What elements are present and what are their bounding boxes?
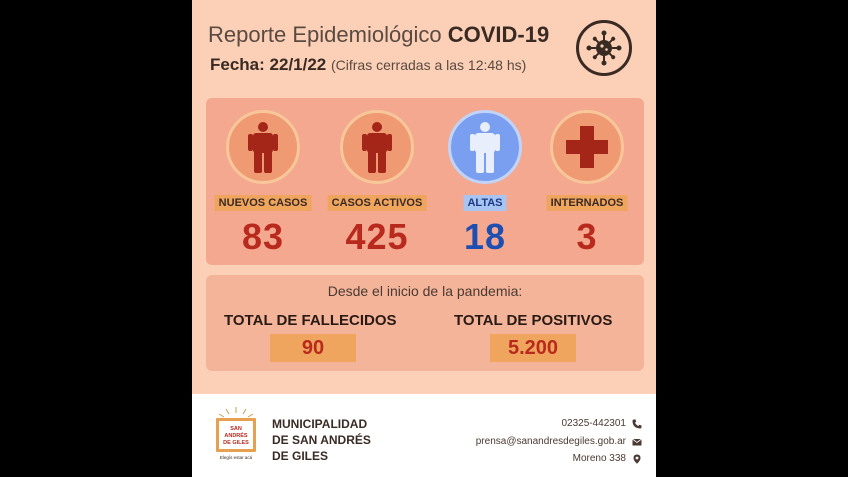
stat-label: CASOS ACTIVOS xyxy=(327,195,427,211)
stat-value: 18 xyxy=(463,216,507,257)
phone-text: 02325-442301 xyxy=(561,418,626,429)
positives-label: TOTAL DE POSITIVOS xyxy=(454,312,613,329)
footer: SAN ANDRÉS DE GILES Elegís estar acá MUN… xyxy=(192,394,656,477)
medical-cross-icon xyxy=(550,110,624,184)
stat-label: ALTAS xyxy=(463,195,507,211)
deaths-label: TOTAL DE FALLECIDOS xyxy=(224,312,397,329)
location-pin-icon xyxy=(633,454,641,464)
person-icon xyxy=(340,110,414,184)
stat-value: 3 xyxy=(576,216,598,257)
daily-stats-panel: NUEVOS CASOS 83 CASOS ACTIVOS 425 ALTAS … xyxy=(206,98,644,265)
person-icon xyxy=(226,110,300,184)
title-bold: COVID-19 xyxy=(447,22,550,47)
logo-text: ANDRÉS xyxy=(224,431,248,439)
date-value: 22/1/22 xyxy=(269,55,327,74)
contact-address: Moreno 338 xyxy=(573,453,642,464)
report-date: Fecha: 22/1/22 (Cifras cerradas a las 12… xyxy=(210,55,526,75)
date-note: (Cifras cerradas a las 12:48 hs) xyxy=(331,57,527,73)
since-text: Desde el inicio de la pandemia: xyxy=(327,283,523,299)
positives-value: 5.200 xyxy=(490,334,576,362)
contact-phone: 02325-442301 xyxy=(561,418,642,429)
email-icon xyxy=(632,438,642,445)
muni-line: DE GILES xyxy=(272,449,329,463)
report-title: Reporte Epidemiológico COVID-19 xyxy=(208,22,549,48)
stat-label: INTERNADOS xyxy=(546,195,628,211)
municipality-name: MUNICIPALIDAD DE SAN ANDRÉS DE GILES xyxy=(272,416,371,464)
stat-label: NUEVOS CASOS xyxy=(214,195,312,211)
stat-value: 425 xyxy=(345,216,409,257)
municipality-logo: SAN ANDRÉS DE GILES Elegís estar acá xyxy=(214,406,258,464)
email-text[interactable]: prensa@sanandresdegiles.gob.ar xyxy=(475,436,626,447)
contact-email[interactable]: prensa@sanandresdegiles.gob.ar xyxy=(476,436,642,447)
muni-line: DE SAN ANDRÉS xyxy=(272,433,371,447)
logo-text: DE GILES xyxy=(223,440,249,446)
address-text: Moreno 338 xyxy=(572,453,626,464)
totals-panel: Desde el inicio de la pandemia: TOTAL DE… xyxy=(206,275,644,371)
logo-tagline: Elegís estar acá xyxy=(220,455,253,460)
logo-text: SAN xyxy=(230,426,242,432)
title-prefix: Reporte Epidemiológico xyxy=(208,22,442,47)
report-card: Reporte Epidemiológico COVID-19 Fecha: 2… xyxy=(192,0,656,477)
person-icon xyxy=(448,110,522,184)
muni-line: MUNICIPALIDAD xyxy=(272,417,368,431)
date-label: Fecha: xyxy=(210,55,265,74)
phone-icon xyxy=(632,419,642,428)
virus-icon xyxy=(576,20,632,76)
stat-value: 83 xyxy=(241,216,285,257)
deaths-value: 90 xyxy=(270,334,356,362)
